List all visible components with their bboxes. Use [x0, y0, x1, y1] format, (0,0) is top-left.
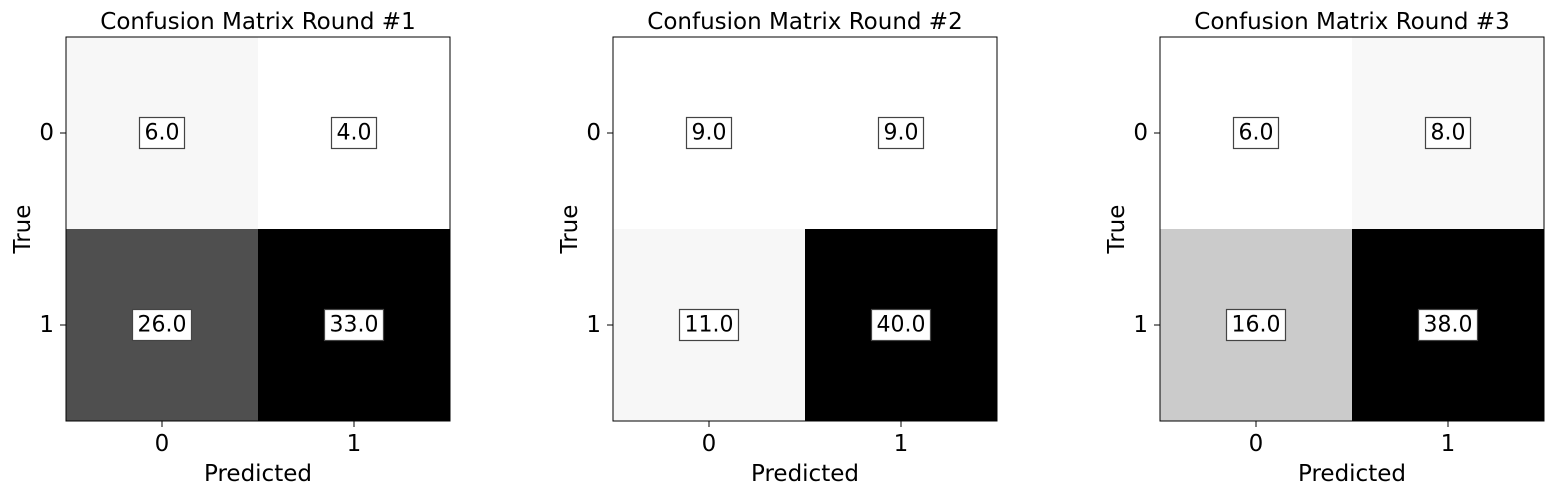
cell-value-box-0-0: [685, 116, 733, 150]
heatmap-cells: [66, 37, 451, 422]
y-axis-label: True: [557, 205, 583, 255]
cell-value-box-1-1: [323, 308, 385, 342]
cell-value-box-0-0: [1232, 116, 1280, 150]
x-axis-label: Predicted: [204, 461, 312, 487]
axes-frame: [612, 36, 998, 422]
y-tick-label-0: 0: [586, 120, 601, 146]
cell-value-box-0-1: [877, 116, 925, 150]
cell-value-box-0-0: [138, 116, 186, 150]
cell-value-box-0-1: [1424, 116, 1472, 150]
y-tick-label-1: 1: [586, 312, 601, 338]
x-axis-label: Predicted: [751, 461, 859, 487]
x-tick-label-1: 1: [894, 431, 909, 457]
x-tick-label-0: 0: [702, 431, 717, 457]
cell-value-0-1: 8.0: [1431, 121, 1466, 146]
x-tick-label-1: 1: [347, 431, 362, 457]
cell-value-0-1: 4.0: [337, 121, 372, 146]
cell-value-0-1: 9.0: [884, 121, 919, 146]
axes-frame: [1159, 36, 1545, 422]
x-tick-label-0: 0: [155, 431, 170, 457]
x-tick-label-1: 1: [1441, 431, 1456, 457]
confusion-matrix-panel-3: Confusion Matrix Round #3 Predicted True…: [1104, 9, 1545, 487]
cell-value-box-1-0: [678, 308, 740, 342]
confusion-matrix-panel-1: Confusion Matrix Round #1 Predicted True…: [10, 9, 451, 487]
x-axis-label: Predicted: [1298, 461, 1406, 487]
panel-title: Confusion Matrix Round #1: [100, 9, 415, 35]
cell-value-box-1-1: [870, 308, 932, 342]
cell-value-0-0: 6.0: [1239, 121, 1274, 146]
cell-value-box-1-0: [131, 308, 193, 342]
cell-value-1-1: 33.0: [330, 313, 379, 338]
cell-value-box-1-0: [1225, 308, 1287, 342]
panel-title: Confusion Matrix Round #3: [1194, 9, 1509, 35]
cell-value-0-0: 6.0: [145, 121, 180, 146]
x-tick-label-0: 0: [1249, 431, 1264, 457]
y-tick-label-0: 0: [39, 120, 54, 146]
cell-value-box-0-1: [330, 116, 378, 150]
y-axis-label: True: [1104, 205, 1130, 255]
y-tick-label-0: 0: [1133, 120, 1148, 146]
y-tick-label-1: 1: [39, 312, 54, 338]
cell-value-1-0: 11.0: [685, 313, 734, 338]
cell-value-1-0: 26.0: [138, 313, 187, 338]
y-tick-label-1: 1: [1133, 312, 1148, 338]
cell-value-box-1-1: [1417, 308, 1479, 342]
axes-frame: [65, 36, 451, 422]
panel-title: Confusion Matrix Round #2: [647, 9, 962, 35]
cell-value-1-1: 38.0: [1424, 313, 1473, 338]
y-axis-label: True: [10, 205, 36, 255]
cell-value-1-1: 40.0: [877, 313, 926, 338]
cell-value-1-0: 16.0: [1232, 313, 1281, 338]
heatmap-cells: [613, 37, 998, 422]
cell-value-0-0: 9.0: [692, 121, 727, 146]
confusion-matrix-panel-2: Confusion Matrix Round #2 Predicted True…: [557, 9, 998, 487]
heatmap-cells: [1160, 37, 1545, 422]
